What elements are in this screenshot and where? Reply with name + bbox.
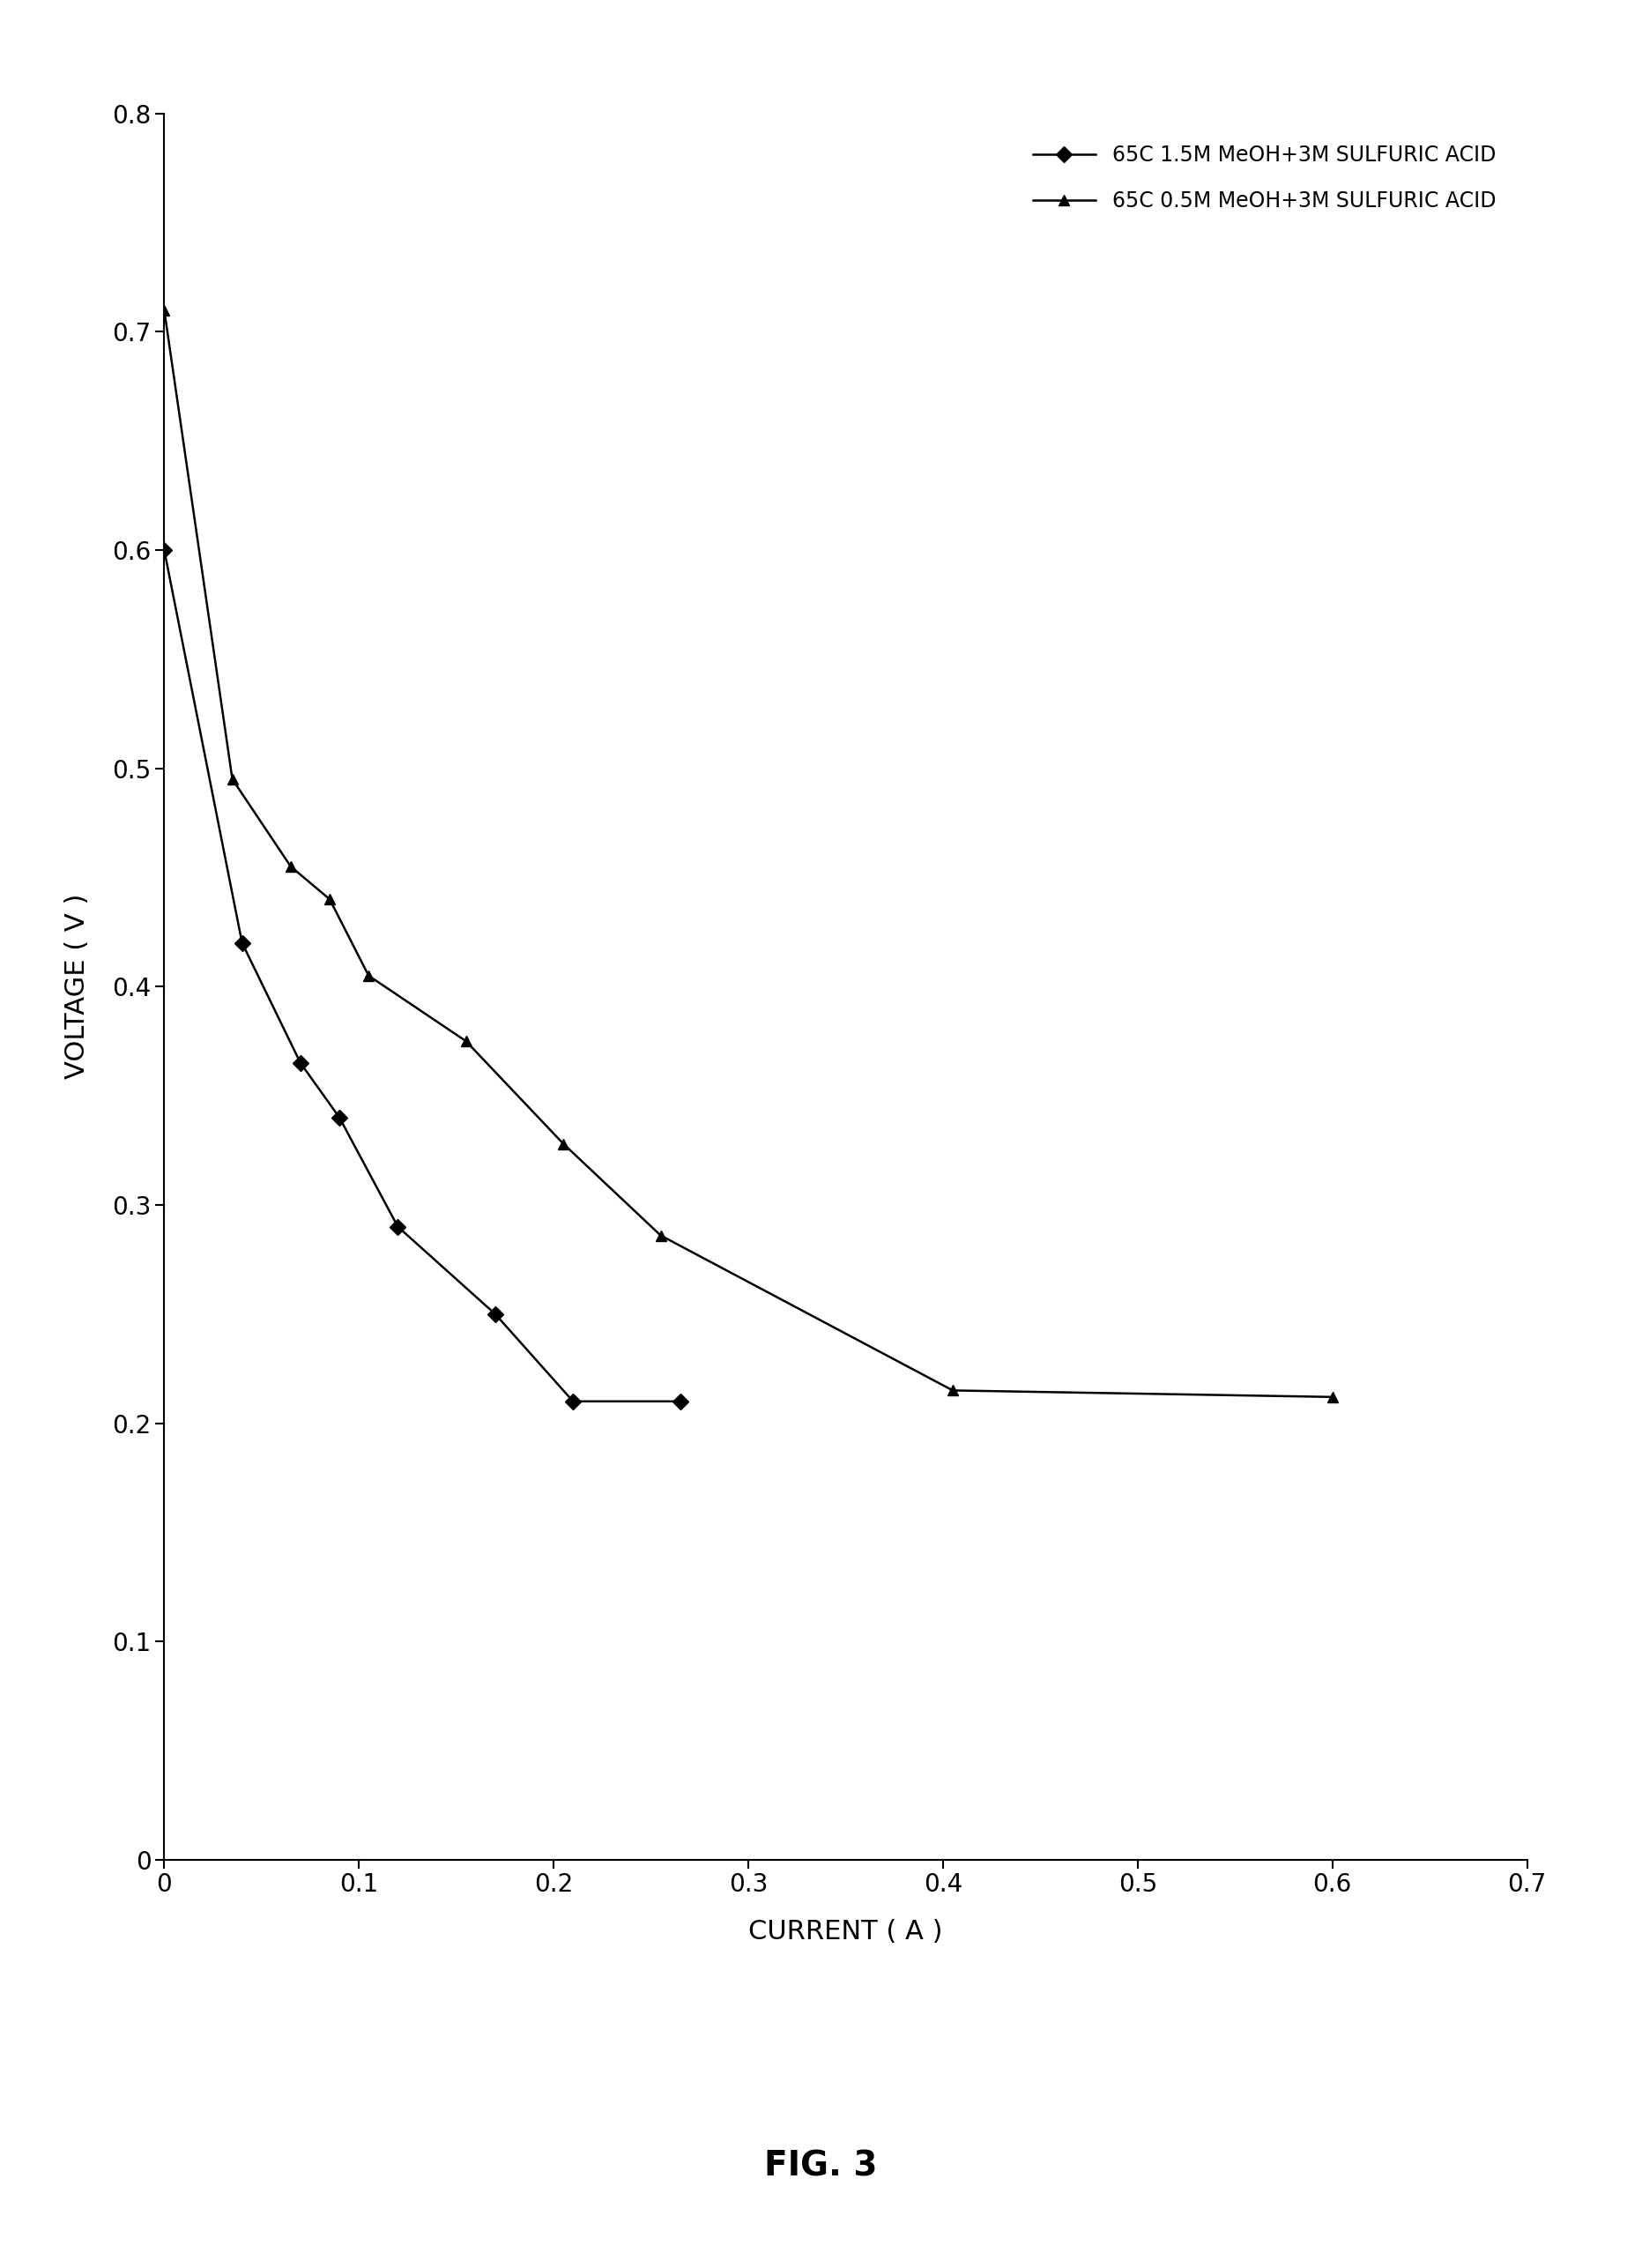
X-axis label: CURRENT ( A ): CURRENT ( A ) <box>749 1919 943 1946</box>
65C 0.5M MeOH+3M SULFURIC ACID <box>360 962 379 989</box>
65C 0.5M MeOH+3M SULFURIC ACID <box>320 887 340 914</box>
65C 0.5M MeOH+3M SULFURIC ACID <box>553 1129 573 1157</box>
65C 1.5M MeOH+3M SULFURIC ACID <box>291 1050 310 1077</box>
65C 0.5M MeOH+3M SULFURIC ACID <box>650 1222 670 1250</box>
65C 0.5M MeOH+3M SULFURIC ACID <box>456 1027 476 1055</box>
65C 0.5M MeOH+3M SULFURIC ACID <box>1322 1383 1342 1411</box>
65C 1.5M MeOH+3M SULFURIC ACID <box>388 1213 407 1241</box>
65C 1.5M MeOH+3M SULFURIC ACID <box>563 1388 583 1415</box>
65C 0.5M MeOH+3M SULFURIC ACID <box>943 1377 962 1404</box>
Y-axis label: VOLTAGE ( V ): VOLTAGE ( V ) <box>64 894 90 1080</box>
Text: FIG. 3: FIG. 3 <box>765 2150 877 2182</box>
Line: 65C 1.5M MeOH+3M SULFURIC ACID: 65C 1.5M MeOH+3M SULFURIC ACID <box>159 544 686 1406</box>
65C 0.5M MeOH+3M SULFURIC ACID <box>154 297 174 324</box>
65C 1.5M MeOH+3M SULFURIC ACID <box>486 1300 506 1327</box>
65C 1.5M MeOH+3M SULFURIC ACID <box>670 1388 690 1415</box>
65C 1.5M MeOH+3M SULFURIC ACID <box>154 538 174 565</box>
Line: 65C 0.5M MeOH+3M SULFURIC ACID: 65C 0.5M MeOH+3M SULFURIC ACID <box>159 304 1338 1402</box>
65C 0.5M MeOH+3M SULFURIC ACID <box>223 767 243 794</box>
Legend: 65C 1.5M MeOH+3M SULFURIC ACID, 65C 0.5M MeOH+3M SULFURIC ACID: 65C 1.5M MeOH+3M SULFURIC ACID, 65C 0.5M… <box>1011 125 1517 234</box>
65C 1.5M MeOH+3M SULFURIC ACID <box>232 930 251 957</box>
65C 1.5M MeOH+3M SULFURIC ACID <box>330 1105 350 1132</box>
65C 0.5M MeOH+3M SULFURIC ACID <box>281 853 300 880</box>
